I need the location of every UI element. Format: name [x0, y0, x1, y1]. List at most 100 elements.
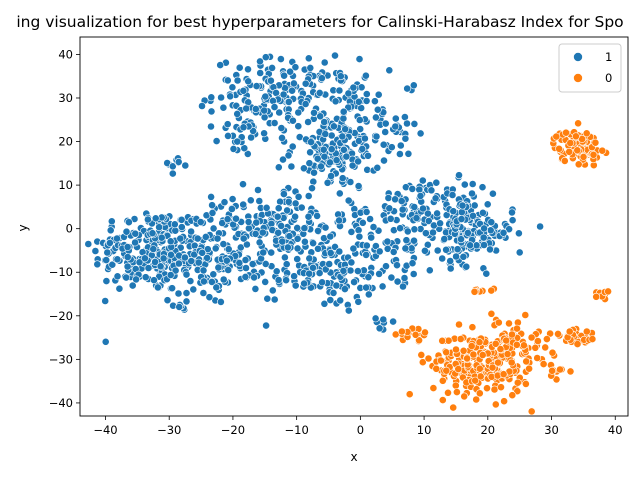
scatter-point-series-1 [344, 196, 353, 205]
scatter-point-series-1 [508, 208, 516, 217]
y-tick-label: 20 [58, 135, 73, 149]
scatter-point-series-1 [293, 244, 302, 253]
scatter-point-series-0 [512, 340, 521, 349]
scatter-point-series-1 [286, 67, 294, 76]
scatter-point-series-1 [449, 207, 458, 216]
scatter-point-series-1 [369, 223, 378, 231]
scatter-point-series-1 [336, 72, 345, 81]
scatter-point-series-0 [566, 367, 575, 376]
scatter-point-series-1 [205, 293, 214, 302]
scatter-point-series-1 [387, 273, 396, 282]
scatter-point-series-1 [218, 219, 227, 227]
scatter-point-series-0 [534, 337, 542, 345]
scatter-point-series-1 [267, 248, 276, 257]
scatter-point-series-1 [216, 61, 225, 69]
scatter-point-series-1 [229, 144, 238, 153]
scatter-point-series-1 [171, 226, 180, 235]
scatter-point-series-1 [410, 120, 419, 128]
scatter-point-series-1 [362, 250, 370, 259]
scatter-point-series-1 [327, 145, 336, 154]
scatter-point-series-1 [220, 198, 229, 207]
scatter-point-series-1 [398, 205, 407, 214]
scatter-point-series-1 [299, 164, 308, 173]
scatter-point-series-1 [310, 168, 318, 177]
scatter-point-series-1 [259, 248, 268, 257]
x-tick-label: −20 [221, 423, 245, 437]
scatter-point-series-1 [174, 289, 183, 298]
scatter-point-series-1 [149, 245, 158, 253]
scatter-point-series-0 [475, 364, 484, 373]
scatter-point-series-1 [207, 93, 216, 102]
scatter-point-series-0 [531, 343, 540, 352]
points-layer [84, 51, 612, 416]
scatter-point-series-0 [490, 385, 499, 394]
scatter-point-series-1 [409, 270, 418, 278]
chart-title: ing visualization for best hyperparamete… [16, 13, 623, 31]
scatter-point-series-1 [307, 138, 315, 146]
scatter-point-series-1 [287, 162, 296, 171]
scatter-point-series-1 [321, 265, 330, 274]
scatter-point-series-1 [251, 229, 260, 238]
scatter-point-series-1 [155, 223, 163, 232]
scatter-point-series-1 [254, 186, 262, 194]
scatter-point-series-1 [386, 214, 395, 223]
scatter-point-series-1 [385, 204, 394, 213]
scatter-point-series-1 [457, 215, 466, 223]
scatter-point-series-1 [448, 191, 457, 199]
scatter-point-series-1 [261, 53, 270, 62]
scatter-point-series-0 [455, 320, 463, 329]
scatter-point-series-1 [360, 134, 369, 143]
scatter-point-series-1 [101, 297, 110, 305]
scatter-point-series-1 [201, 232, 210, 241]
scatter-point-series-1 [482, 269, 491, 278]
scatter-point-series-1 [227, 205, 236, 213]
scatter-point-series-1 [182, 297, 191, 306]
scatter-point-series-1 [455, 171, 463, 180]
scatter-point-series-1 [391, 114, 400, 123]
scatter-point-series-1 [198, 102, 206, 110]
scatter-point-series-1 [285, 232, 294, 241]
y-tick-label: 30 [58, 91, 73, 105]
scatter-point-series-0 [527, 333, 536, 342]
scatter-point-series-1 [327, 172, 335, 180]
scatter-point-series-1 [432, 178, 441, 187]
legend-label-1: 1 [605, 50, 612, 64]
legend-label-0: 0 [605, 71, 612, 85]
scatter-point-series-1 [260, 129, 268, 138]
scatter-point-series-1 [274, 204, 283, 213]
scatter-point-series-1 [458, 201, 467, 210]
scatter-point-series-1 [304, 212, 313, 221]
scatter-point-series-1 [404, 149, 413, 158]
scatter-point-series-1 [187, 227, 195, 236]
scatter-point-series-0 [488, 363, 497, 372]
legend-marker-1 [573, 52, 583, 62]
scatter-point-series-1 [315, 89, 324, 97]
scatter-point-series-0 [591, 138, 600, 147]
scatter-point-series-1 [244, 65, 252, 74]
scatter-point-series-1 [232, 214, 240, 223]
scatter-point-series-1 [515, 229, 523, 238]
scatter-point-series-0 [415, 336, 423, 345]
scatter-point-series-0 [475, 338, 484, 347]
scatter-point-series-0 [438, 396, 447, 404]
scatter-point-series-1 [366, 215, 374, 223]
scatter-point-series-1 [300, 224, 309, 233]
scatter-point-series-1 [207, 122, 215, 131]
scatter-point-series-1 [486, 245, 494, 254]
plot-frame [79, 36, 629, 417]
scatter-point-series-1 [244, 77, 253, 86]
scatter-point-series-1 [354, 297, 363, 306]
scatter-point-series-1 [355, 232, 364, 241]
scatter-point-series-1 [228, 83, 237, 92]
scatter-point-series-1 [332, 281, 341, 290]
scatter-point-series-1 [261, 92, 270, 101]
scatter-point-series-1 [362, 241, 371, 250]
scatter-point-series-1 [84, 240, 93, 248]
scatter-point-series-0 [541, 343, 550, 352]
scatter-point-series-1 [102, 256, 111, 264]
scatter-point-series-1 [219, 103, 228, 112]
scatter-point-series-1 [320, 299, 329, 308]
scatter-point-series-1 [396, 141, 405, 150]
scatter-point-series-0 [582, 129, 591, 138]
scatter-point-series-1 [223, 76, 232, 85]
